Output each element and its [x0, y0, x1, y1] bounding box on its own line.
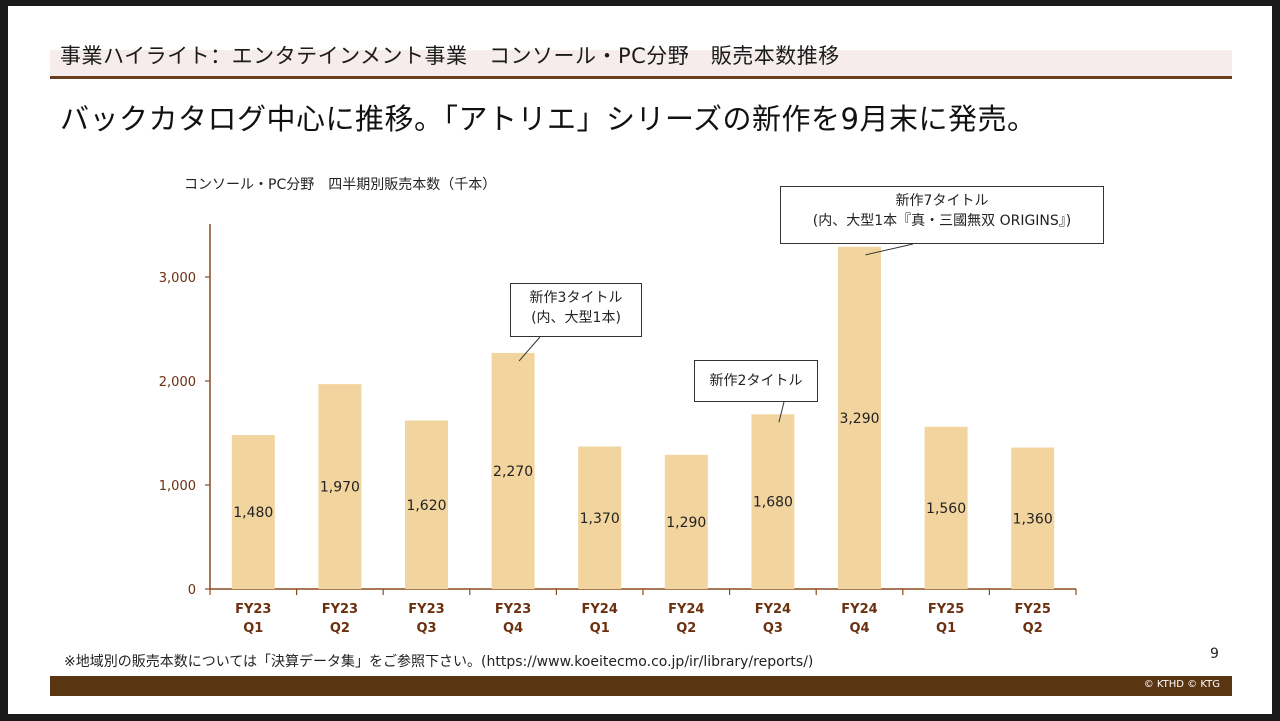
- footer-band: © KTHD © KTG: [50, 676, 1232, 696]
- callout-new-titles-fy23q4: 新作3タイトル (内、大型1本): [510, 283, 642, 337]
- callout-line1: 新作3タイトル: [529, 290, 623, 306]
- slide: 事業ハイライト：エンタテインメント事業 コンソール・PC分野 販売本数推移 バッ…: [8, 6, 1272, 714]
- bar-value-label: 1,370: [580, 511, 620, 527]
- copyright: © KTHD © KTG: [1143, 679, 1220, 690]
- bar: [318, 384, 362, 589]
- headline: バックカタログ中心に推移。「アトリエ」シリーズの新作を9月末に発売。: [60, 102, 1037, 136]
- bar: [405, 420, 448, 589]
- bar: [491, 352, 535, 589]
- bar-value-label: 3,290: [839, 411, 879, 427]
- x-tick-label: FY25: [1015, 602, 1051, 617]
- x-tick-label: Q4: [503, 621, 523, 636]
- header-rule: [50, 76, 1232, 79]
- bar: [751, 414, 795, 589]
- x-tick-label: FY23: [322, 602, 358, 617]
- y-tick-label: 0: [188, 583, 196, 598]
- callout-new-titles-fy24q3: 新作2タイトル: [694, 360, 818, 402]
- x-tick-label: Q3: [416, 621, 436, 636]
- x-tick-label: Q4: [849, 621, 869, 636]
- bar-value-label: 2,270: [493, 464, 533, 480]
- y-tick-label: 3,000: [159, 271, 196, 286]
- x-tick-label: Q2: [1023, 621, 1043, 636]
- callout-new-titles-fy24q4: 新作7タイトル (内、大型1本『真・三國無双 ORIGINS』): [780, 186, 1104, 244]
- header-title: 事業ハイライト：エンタテインメント事業 コンソール・PC分野 販売本数推移: [60, 44, 840, 68]
- x-tick-label: FY23: [408, 602, 444, 617]
- x-tick-label: Q1: [243, 621, 263, 636]
- x-tick-label: Q1: [590, 621, 610, 636]
- x-tick-label: FY24: [755, 602, 791, 617]
- x-tick-label: FY24: [668, 602, 704, 617]
- callout-line1: 新作7タイトル: [895, 193, 989, 209]
- footnote: ※地域別の販売本数については「決算データ集」をご参照下さい。(https://w…: [64, 654, 814, 670]
- bar-value-label: 1,560: [926, 501, 966, 517]
- bar-value-label: 1,620: [406, 498, 446, 514]
- y-tick-label: 2,000: [159, 375, 196, 390]
- callout-line2: (内、大型1本『真・三國無双 ORIGINS』): [812, 213, 1072, 229]
- x-tick-label: Q2: [676, 621, 696, 636]
- x-tick-label: Q2: [330, 621, 350, 636]
- x-tick-label: FY23: [495, 602, 531, 617]
- bar: [231, 435, 275, 589]
- callout-pointer: [778, 401, 785, 423]
- bar: [664, 454, 708, 589]
- x-tick-label: FY25: [928, 602, 964, 617]
- x-tick-label: Q3: [763, 621, 783, 636]
- callout-line2: (内、大型1本): [531, 310, 621, 326]
- bar-value-label: 1,970: [320, 480, 360, 496]
- bar: [838, 246, 881, 589]
- callout-line1: 新作2タイトル: [709, 373, 803, 389]
- page-number: 9: [1210, 646, 1219, 662]
- bar-value-label: 1,680: [753, 495, 793, 511]
- bar-chart: 0 1,000 2,000 3,000 1,480 FY23 Q1 1,970 FY23 Q2 1,…: [159, 224, 1077, 636]
- callout-pointer: [518, 336, 541, 362]
- bar: [1011, 447, 1055, 589]
- x-tick-label: FY24: [841, 602, 877, 617]
- x-tick-label: FY23: [235, 602, 271, 617]
- bar: [924, 426, 968, 589]
- bar-value-label: 1,360: [1013, 511, 1053, 527]
- y-tick-label: 1,000: [159, 479, 196, 494]
- chart-title: コンソール・PC分野 四半期別販売本数（千本）: [184, 177, 497, 193]
- header-band: [50, 50, 1232, 76]
- bar-value-label: 1,290: [666, 515, 706, 531]
- x-tick-label: FY24: [582, 602, 618, 617]
- bar: [578, 446, 622, 589]
- callout-pointer: [865, 243, 914, 256]
- bar-value-label: 1,480: [233, 505, 273, 521]
- x-tick-label: Q1: [936, 621, 956, 636]
